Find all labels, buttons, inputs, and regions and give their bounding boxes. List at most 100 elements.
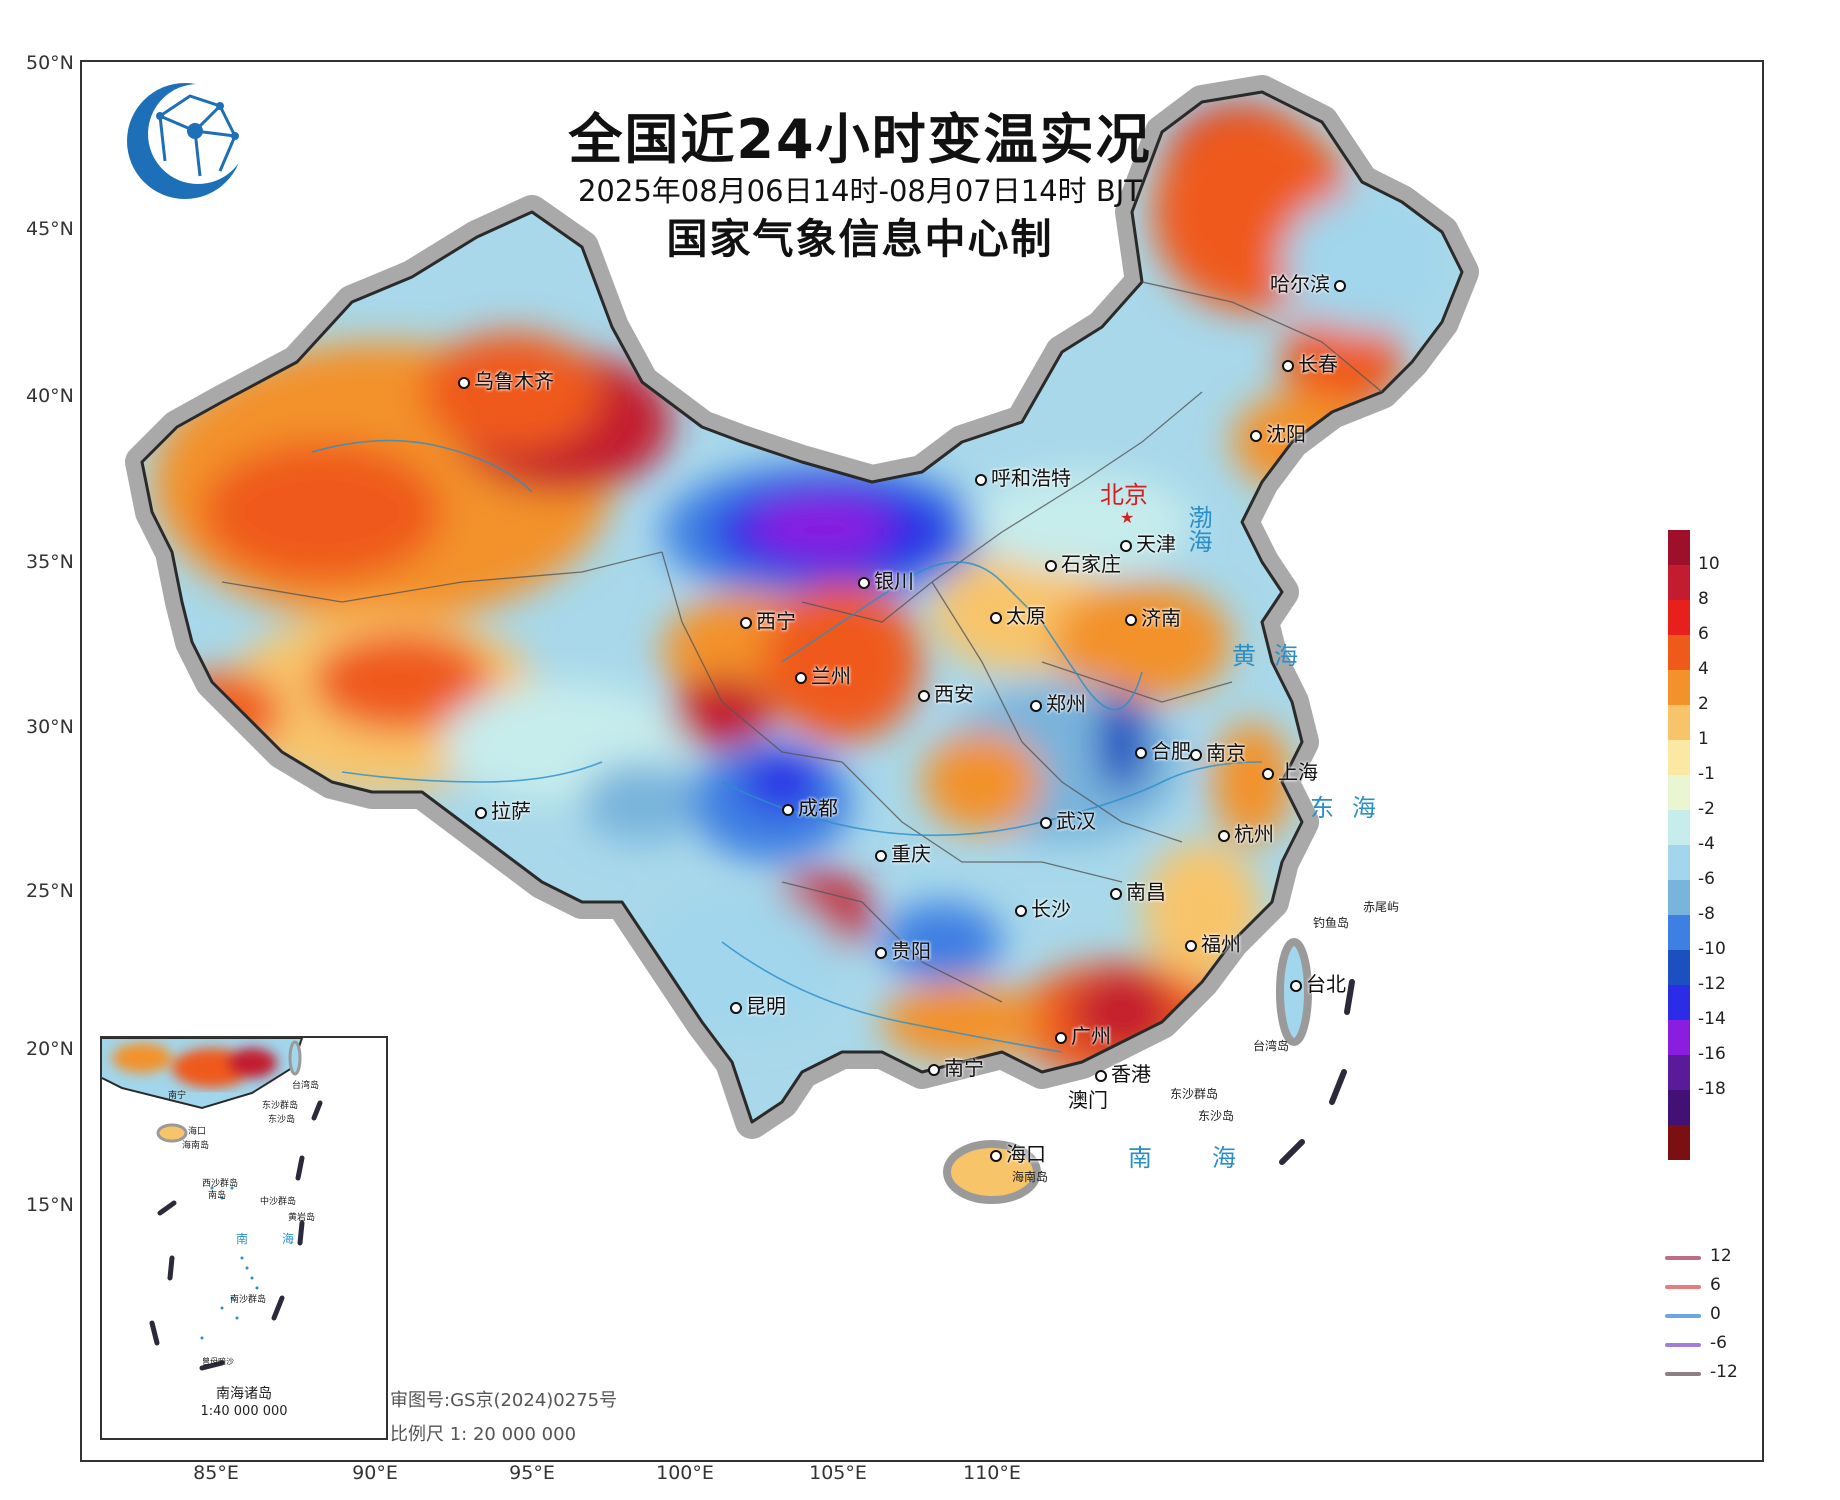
city-dot-icon bbox=[875, 849, 887, 862]
inset-scale: 1:40 000 000 bbox=[200, 1404, 288, 1419]
city-dot-icon bbox=[475, 806, 487, 819]
map-period: 2025年08月06日14时-08月07日14时 BJT bbox=[577, 174, 1143, 208]
legend-label: -1 bbox=[1698, 764, 1715, 784]
legend-swatch-5 bbox=[1668, 705, 1690, 740]
city-dot-icon bbox=[782, 803, 794, 816]
legend-label: -2 bbox=[1698, 799, 1715, 819]
city-hangzhou: 杭州 bbox=[1218, 818, 1274, 847]
city-dot-icon bbox=[1135, 746, 1147, 759]
city-dot-icon bbox=[918, 689, 930, 702]
line-swatch-0 bbox=[1665, 1256, 1701, 1260]
inset-zhongsha: 中沙群岛 bbox=[260, 1197, 297, 1207]
inset-sea2: 海 bbox=[282, 1232, 295, 1246]
city-zhengzhou: 郑州 bbox=[1030, 688, 1086, 717]
city-dot-icon bbox=[1045, 559, 1057, 572]
legend-label: -8 bbox=[1698, 904, 1715, 924]
lon-85: 85°E bbox=[193, 1462, 239, 1484]
legend-label: 8 bbox=[1698, 589, 1709, 609]
inset-map bbox=[102, 1038, 323, 1371]
map-issuer: 国家气象信息中心制 bbox=[666, 215, 1054, 263]
lon-110: 110°E bbox=[963, 1462, 1021, 1484]
city-hefei: 合肥 bbox=[1135, 735, 1191, 764]
city-nanning: 南宁 bbox=[928, 1052, 984, 1081]
inset-huangyan: 黄岩岛 bbox=[288, 1213, 316, 1223]
lat-35: 35°N bbox=[26, 551, 74, 573]
city-shijiazhuang: 石家庄 bbox=[1045, 548, 1121, 577]
city-harbin: 哈尔滨 bbox=[1270, 268, 1350, 297]
legend-label: 4 bbox=[1698, 659, 1709, 679]
inset-nansha: 南沙群岛 bbox=[230, 1295, 267, 1305]
city-dot-icon bbox=[1218, 829, 1230, 842]
inset-dongshadao: 东沙岛 bbox=[268, 1115, 296, 1125]
city-lhasa: 拉萨 bbox=[475, 795, 531, 824]
label-diaoyu: 钓鱼岛 bbox=[1313, 916, 1350, 930]
legend-label: -10 bbox=[1698, 939, 1726, 959]
legend-label: -18 bbox=[1698, 1079, 1726, 1099]
hainan-island bbox=[943, 1140, 1041, 1204]
lat-30: 30°N bbox=[26, 716, 74, 738]
inset-title: 南海诸岛 bbox=[216, 1386, 272, 1402]
city-changsha: 长沙 bbox=[1015, 893, 1071, 922]
city-dot-icon bbox=[740, 616, 752, 629]
city-dot-icon bbox=[975, 473, 987, 486]
city-urumqi: 乌鲁木齐 bbox=[458, 365, 554, 394]
country-border bbox=[140, 90, 1464, 1124]
legend-swatch-13 bbox=[1668, 985, 1690, 1020]
city-xining: 西宁 bbox=[740, 605, 796, 634]
city-xian: 西安 bbox=[918, 678, 974, 707]
label-dongsha: 东沙群岛 bbox=[1170, 1087, 1219, 1101]
legend-label: -4 bbox=[1698, 834, 1715, 854]
legend-swatch-4 bbox=[1668, 670, 1690, 705]
legend-swatch-3 bbox=[1668, 635, 1690, 670]
inset-hainan: 海南岛 bbox=[182, 1141, 210, 1151]
legend-swatch-7 bbox=[1668, 775, 1690, 810]
line-swatch-4 bbox=[1665, 1372, 1701, 1376]
legend-label: 10 bbox=[1698, 554, 1720, 574]
city-dot-icon bbox=[1110, 887, 1122, 900]
line-legend-label: 12 bbox=[1710, 1246, 1732, 1266]
rivers bbox=[311, 439, 1263, 1053]
lat-45: 45°N bbox=[26, 218, 74, 240]
legend-swatch-16 bbox=[1668, 1090, 1690, 1125]
city-chengdu: 成都 bbox=[782, 792, 838, 821]
city-yinchuan: 银川 bbox=[858, 565, 914, 594]
city-dot-icon bbox=[458, 376, 470, 389]
map-scale: 比例尺 1: 20 000 000 bbox=[390, 1424, 577, 1445]
city-changchun: 长春 bbox=[1282, 348, 1338, 377]
line-legend-label: 0 bbox=[1710, 1304, 1721, 1324]
city-dot-icon bbox=[1125, 613, 1137, 626]
city-dot-icon bbox=[1334, 279, 1346, 292]
city-fuzhou: 福州 bbox=[1185, 928, 1241, 957]
line-legend-label: -6 bbox=[1710, 1333, 1727, 1353]
legend-swatch-8 bbox=[1668, 810, 1690, 845]
legend-swatch-12 bbox=[1668, 950, 1690, 985]
line-swatch-1 bbox=[1665, 1285, 1701, 1289]
city-dot-icon bbox=[1120, 539, 1132, 552]
city-tianjin: 天津 bbox=[1120, 528, 1176, 557]
sea-donghai: 东海 bbox=[1310, 794, 1394, 822]
line-swatch-2 bbox=[1665, 1314, 1701, 1318]
city-dot-icon bbox=[858, 576, 870, 589]
city-dot-icon bbox=[1290, 979, 1302, 992]
capital-label: 北京 bbox=[1100, 481, 1148, 509]
city-guiyang: 贵阳 bbox=[875, 935, 931, 964]
city-shenyang: 沈阳 bbox=[1250, 418, 1306, 447]
province-borders bbox=[221, 281, 1383, 1003]
south-china-sea-inset: 南宁 海口 海南岛 台湾岛 东沙群岛 东沙岛 西沙群岛 南岛 中沙群岛 黄岩岛 … bbox=[100, 1036, 388, 1440]
label-dongsha-island: 东沙岛 bbox=[1198, 1109, 1235, 1123]
city-dot-icon bbox=[1030, 699, 1042, 712]
city-dot-icon bbox=[1055, 1031, 1067, 1044]
legend-swatch-11 bbox=[1668, 915, 1690, 950]
lat-25: 25°N bbox=[26, 880, 74, 902]
sea-bohai: 渤海 bbox=[1184, 505, 1212, 553]
label-taiwan: 台湾岛 bbox=[1253, 1039, 1290, 1053]
city-dot-icon bbox=[730, 1001, 742, 1014]
legend-label: 6 bbox=[1698, 624, 1709, 644]
lon-90: 90°E bbox=[352, 1462, 398, 1484]
legend-swatch-2 bbox=[1668, 600, 1690, 635]
lon-105: 105°E bbox=[809, 1462, 867, 1484]
city-dot-icon bbox=[1250, 429, 1262, 442]
legend-swatch-10 bbox=[1668, 880, 1690, 915]
legend-swatch-9 bbox=[1668, 845, 1690, 880]
legend-swatch-14 bbox=[1668, 1020, 1690, 1055]
